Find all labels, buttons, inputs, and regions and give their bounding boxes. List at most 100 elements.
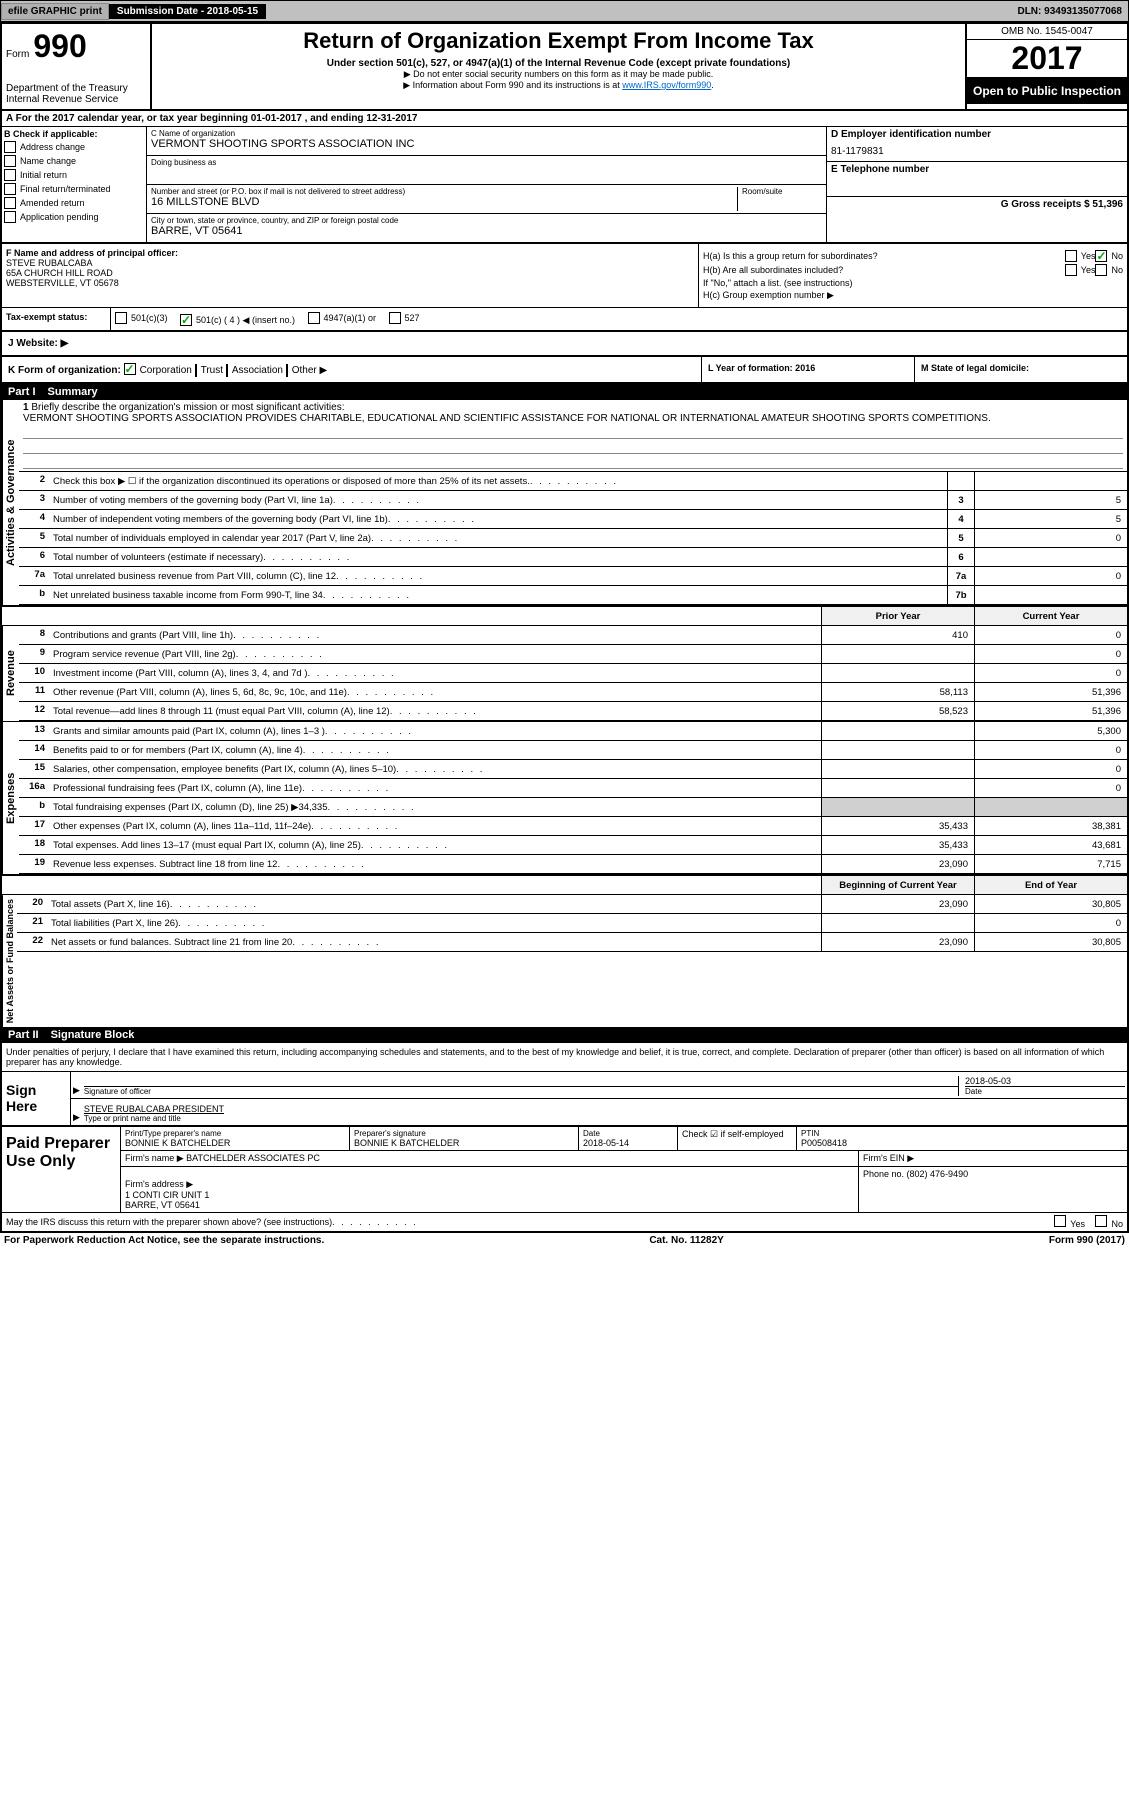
revenue-section: Revenue 8 Contributions and grants (Part… xyxy=(2,626,1127,721)
form-subtitle: Under section 501(c), 527, or 4947(a)(1)… xyxy=(160,58,957,69)
summary-row: 21 Total liabilities (Part X, line 26) 0 xyxy=(17,914,1127,933)
identity-block: B Check if applicable: Address change Na… xyxy=(2,127,1127,244)
net-header: Beginning of Current Year End of Year xyxy=(2,874,1127,895)
omb-number: OMB No. 1545-0047 xyxy=(967,24,1127,40)
ha-no[interactable]: ✓ xyxy=(1095,250,1107,262)
hb-no[interactable] xyxy=(1095,264,1107,276)
vert-revenue: Revenue xyxy=(2,626,19,721)
527[interactable]: 527 xyxy=(389,312,420,324)
summary-row: 10 Investment income (Part VIII, column … xyxy=(19,664,1127,683)
ha-yes[interactable] xyxy=(1065,250,1077,262)
form-990: Form 990 Department of the Treasury Inte… xyxy=(0,22,1129,1233)
self-employed-check[interactable]: Check ☑ if self-employed xyxy=(678,1127,797,1150)
preparer-line-1: Print/Type preparer's name BONNIE K BATC… xyxy=(121,1127,1127,1151)
efile-graphic-print[interactable]: efile GRAPHIC print xyxy=(1,3,109,20)
summary-row: 4 Number of independent voting members o… xyxy=(19,510,1127,529)
street-address: Number and street (or P.O. box if mail i… xyxy=(147,185,826,214)
sign-here-row: Sign Here ▶ Signature of officer 2018-05… xyxy=(2,1071,1127,1125)
summary-row: 3 Number of voting members of the govern… xyxy=(19,491,1127,510)
k-assoc[interactable]: Association xyxy=(226,365,283,376)
k-other[interactable]: Other ▶ xyxy=(286,365,327,376)
m-state-domicile: M State of legal domicile: xyxy=(914,357,1127,382)
telephone: E Telephone number xyxy=(827,162,1127,197)
chk-amended[interactable]: Amended return xyxy=(4,197,144,209)
col-h: H(a) Is this a group return for subordin… xyxy=(699,244,1127,307)
mission: 1 Briefly describe the organization's mi… xyxy=(19,400,1127,472)
form-header: Form 990 Department of the Treasury Inte… xyxy=(2,24,1127,111)
summary-row: 18 Total expenses. Add lines 13–17 (must… xyxy=(19,836,1127,855)
ein: D Employer identification number 81-1179… xyxy=(827,127,1127,162)
dba: Doing business as xyxy=(147,156,826,185)
summary-row: 20 Total assets (Part X, line 16) 23,090… xyxy=(17,895,1127,914)
k-trust[interactable]: Trust xyxy=(195,365,223,376)
summary-row: 19 Revenue less expenses. Subtract line … xyxy=(19,855,1127,874)
summary-row: 6 Total number of volunteers (estimate i… xyxy=(19,548,1127,567)
4947a1[interactable]: 4947(a)(1) or xyxy=(308,312,377,324)
vert-net-assets: Net Assets or Fund Balances xyxy=(2,895,17,1027)
vert-governance: Activities & Governance xyxy=(2,400,19,605)
summary-row: b Net unrelated business taxable income … xyxy=(19,586,1127,605)
k-l-m-row: K Form of organization: ✓Corporation Tru… xyxy=(2,357,1127,384)
open-public: Open to Public Inspection xyxy=(967,78,1127,104)
discuss-row: May the IRS discuss this return with the… xyxy=(2,1212,1127,1231)
sig-officer-line: ▶ Signature of officer 2018-05-03 Date xyxy=(71,1072,1127,1099)
col-c-org-info: C Name of organization VERMONT SHOOTING … xyxy=(147,127,826,242)
org-name: C Name of organization VERMONT SHOOTING … xyxy=(147,127,826,156)
note-info: ▶ Information about Form 990 and its ins… xyxy=(160,80,957,91)
row-a-tax-year: A For the 2017 calendar year, or tax yea… xyxy=(2,111,1127,127)
dept-treasury: Department of the Treasury Internal Reve… xyxy=(6,83,146,105)
form-label: Form xyxy=(6,49,29,60)
summary-row: 2 Check this box ▶ ☐ if the organization… xyxy=(19,472,1127,491)
dln: DLN: 93493135077068 xyxy=(1017,6,1128,17)
summary-row: 13 Grants and similar amounts paid (Part… xyxy=(19,722,1127,741)
note-ssn: ▶ Do not enter social security numbers o… xyxy=(160,69,957,80)
col-f-officer: F Name and address of principal officer:… xyxy=(2,244,699,307)
tax-status-row: Tax-exempt status: 501(c)(3) ✓501(c) ( 4… xyxy=(2,308,1127,331)
firm-name-line: Firm's name ▶ BATCHELDER ASSOCIATES PC F… xyxy=(121,1151,1127,1167)
paperwork-notice: For Paperwork Reduction Act Notice, see … xyxy=(4,1235,324,1246)
chk-final-return[interactable]: Final return/terminated xyxy=(4,183,144,195)
chk-name-change[interactable]: Name change xyxy=(4,155,144,167)
website-row: J Website: ▶ xyxy=(2,331,1127,357)
chk-address-change[interactable]: Address change xyxy=(4,141,144,153)
firm-addr-line: Firm's address ▶ 1 CONTI CIR UNIT 1 BARR… xyxy=(121,1167,1127,1212)
governance-rows: 1 Briefly describe the organization's mi… xyxy=(19,400,1127,605)
col-right: D Employer identification number 81-1179… xyxy=(826,127,1127,242)
f-h-block: F Name and address of principal officer:… xyxy=(2,244,1127,308)
paid-preparer-row: Paid Preparer Use Only Print/Type prepar… xyxy=(2,1125,1127,1212)
header-center: Return of Organization Exempt From Incom… xyxy=(152,24,965,109)
summary-row: 9 Program service revenue (Part VIII, li… xyxy=(19,645,1127,664)
summary-row: 17 Other expenses (Part IX, column (A), … xyxy=(19,817,1127,836)
py-cy-header: Prior Year Current Year xyxy=(2,605,1127,626)
501c[interactable]: ✓501(c) ( 4 ) ◀ (insert no.) xyxy=(180,314,295,326)
arrow-icon: ▶ xyxy=(73,1112,80,1123)
discuss-no[interactable] xyxy=(1095,1215,1107,1227)
part-2-header: Part II Signature Block xyxy=(2,1027,1127,1043)
header-right: OMB No. 1545-0047 2017 Open to Public In… xyxy=(965,24,1127,109)
signature-block: Under penalties of perjury, I declare th… xyxy=(2,1043,1127,1231)
h-a: H(a) Is this a group return for subordin… xyxy=(703,250,1123,262)
summary-row: 16a Professional fundraising fees (Part … xyxy=(19,779,1127,798)
h-b: H(b) Are all subordinates included? Yes … xyxy=(703,264,1123,276)
bottom-line: For Paperwork Reduction Act Notice, see … xyxy=(0,1233,1129,1248)
summary-row: 15 Salaries, other compensation, employe… xyxy=(19,760,1127,779)
l-year-formation: L Year of formation: 2016 xyxy=(701,357,914,382)
tax-status-label: Tax-exempt status: xyxy=(2,308,111,330)
501c3[interactable]: 501(c)(3) xyxy=(115,312,168,324)
summary-row: 22 Net assets or fund balances. Subtract… xyxy=(17,933,1127,952)
submission-date: Submission Date - 2018-05-15 xyxy=(109,4,266,19)
k-corp[interactable]: ✓Corporation xyxy=(124,365,192,376)
top-bar: efile GRAPHIC print Submission Date - 20… xyxy=(0,0,1129,22)
perjury-statement: Under penalties of perjury, I declare th… xyxy=(2,1043,1127,1071)
chk-initial-return[interactable]: Initial return xyxy=(4,169,144,181)
summary-row: 12 Total revenue—add lines 8 through 11 … xyxy=(19,702,1127,721)
sig-name-line: ▶ STEVE RUBALCABA PRESIDENT Type or prin… xyxy=(71,1099,1127,1125)
part-1-body: Activities & Governance 1 Briefly descri… xyxy=(2,400,1127,605)
discuss-yes[interactable] xyxy=(1054,1215,1066,1227)
form-footer: Form 990 (2017) xyxy=(1049,1235,1125,1246)
chk-app-pending[interactable]: Application pending xyxy=(4,211,144,223)
irs-link[interactable]: www.IRS.gov/form990 xyxy=(622,80,711,90)
h-c: H(c) Group exemption number ▶ xyxy=(703,290,1123,301)
net-assets-section: Net Assets or Fund Balances 20 Total ass… xyxy=(2,895,1127,1027)
hb-yes[interactable] xyxy=(1065,264,1077,276)
